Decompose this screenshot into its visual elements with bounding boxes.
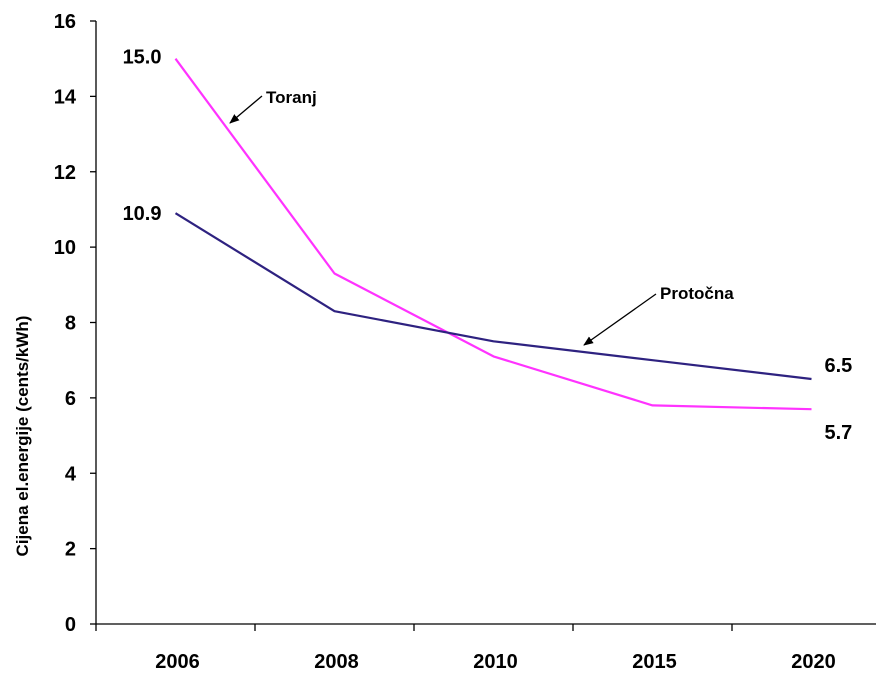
x-tick-label: 2010 <box>473 651 518 673</box>
annotation-label: Protočna <box>660 284 734 303</box>
y-axis-title: Cijena el.energije (cents/kWh) <box>13 316 32 557</box>
x-tick-label: 2006 <box>155 651 200 673</box>
y-tick-label: 12 <box>54 162 76 184</box>
data-label: 15.0 <box>123 47 162 69</box>
data-label: 10.9 <box>123 203 162 225</box>
annotation-label: Toranj <box>266 88 317 107</box>
series-line-protocna <box>174 212 812 381</box>
annotation-arrow <box>229 95 263 124</box>
y-tick-label: 0 <box>65 614 76 636</box>
y-tick-label: 6 <box>65 388 76 410</box>
y-tick-label: 14 <box>54 86 77 108</box>
series-line-toranj <box>174 58 812 411</box>
annotations: Toranj Protočna <box>229 88 734 346</box>
y-tick-label: 10 <box>54 237 76 259</box>
y-tick-label: 2 <box>65 539 76 561</box>
y-tick-label: 8 <box>65 313 76 335</box>
x-tick-label: 2020 <box>791 651 836 673</box>
annotation-arrow <box>583 293 657 346</box>
x-tick-label: 2015 <box>632 651 677 673</box>
y-tick-label: 4 <box>65 463 77 485</box>
axis-ticks: 0 2 4 6 8 10 12 14 16 2006 2008 2010 2015 2020 <box>54 11 836 673</box>
data-label: 5.7 <box>825 422 853 444</box>
data-label: 6.5 <box>825 355 853 377</box>
series-lines <box>174 58 812 411</box>
x-tick-label: 2008 <box>314 651 359 673</box>
axes <box>95 21 876 625</box>
y-tick-label: 16 <box>54 11 76 33</box>
data-labels: 15.0 10.9 6.5 5.7 <box>123 47 853 444</box>
